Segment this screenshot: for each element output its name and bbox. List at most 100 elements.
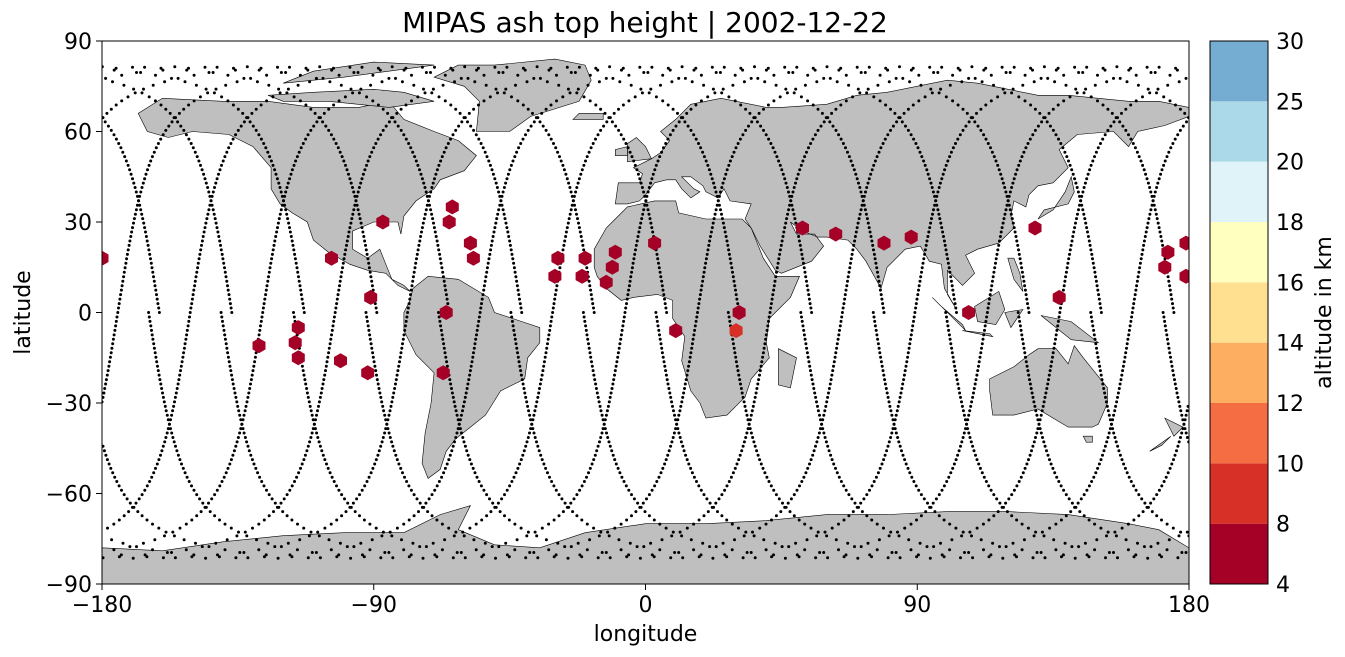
orbit-track-dot <box>358 514 361 518</box>
orbit-track-dot <box>946 257 950 261</box>
orbit-track-dot <box>564 172 568 176</box>
orbit-track-dot <box>422 181 426 185</box>
orbit-track-dot <box>774 493 778 497</box>
orbit-track-dot <box>132 181 136 185</box>
orbit-track-dot <box>321 453 325 457</box>
orbit-track-dot <box>440 266 444 270</box>
orbit-track-dot <box>267 83 271 87</box>
orbit-track-dot <box>546 471 549 475</box>
orbit-track-dot <box>809 142 813 145</box>
orbit-track-dot <box>874 261 878 265</box>
orbit-track-dot <box>818 551 822 554</box>
orbit-track-dot <box>797 518 801 522</box>
orbit-track-dot <box>441 337 445 341</box>
orbit-track-dot <box>708 545 712 549</box>
orbit-track-dot <box>359 87 363 91</box>
orbit-track-dot <box>602 124 606 128</box>
orbit-track-dot <box>1090 252 1094 256</box>
orbit-track-dot <box>882 311 886 314</box>
orbit-track-dot <box>443 73 447 77</box>
orbit-track-dot <box>676 111 679 115</box>
orbit-track-dot <box>634 243 638 247</box>
orbit-track-dot <box>460 120 464 124</box>
orbit-track-dot <box>1039 76 1043 80</box>
orbit-track-dot <box>1011 87 1015 91</box>
orbit-track-dot <box>278 186 282 189</box>
orbit-track-dot <box>412 493 416 497</box>
orbit-track-dot <box>850 497 854 501</box>
orbit-track-dot <box>1021 83 1025 87</box>
orbit-track-dot <box>491 172 495 176</box>
x-tick-label: −90 <box>351 593 397 618</box>
orbit-track-dot <box>1171 369 1175 373</box>
orbit-track-dot <box>1028 453 1032 457</box>
orbit-track-dot <box>190 555 194 559</box>
orbit-track-dot <box>713 212 717 216</box>
orbit-track-dot <box>223 266 226 270</box>
orbit-track-dot <box>661 355 665 359</box>
orbit-track-dot <box>1054 522 1058 526</box>
orbit-track-dot <box>896 530 899 534</box>
orbit-track-dot <box>879 146 883 150</box>
orbit-track-dot <box>284 208 288 212</box>
orbit-track-dot <box>332 315 336 319</box>
orbit-track-dot <box>992 155 996 159</box>
orbit-track-dot <box>922 257 926 261</box>
orbit-track-dot <box>174 444 177 448</box>
orbit-track-dot <box>187 319 191 323</box>
orbit-track-dot <box>121 279 125 283</box>
orbit-track-dot <box>167 124 171 128</box>
orbit-track-dot <box>355 194 359 198</box>
orbit-track-dot <box>977 364 980 368</box>
orbit-track-dot <box>616 466 620 470</box>
orbit-track-dot <box>663 462 667 466</box>
orbit-track-dot <box>230 311 234 314</box>
orbit-track-dot <box>973 120 977 124</box>
orbit-track-dot <box>418 168 421 172</box>
orbit-track-dot <box>680 400 684 404</box>
orbit-track-dot <box>800 315 803 319</box>
orbit-track-dot <box>434 235 438 238</box>
orbit-track-dot <box>429 208 433 212</box>
orbit-track-dot <box>532 551 536 554</box>
orbit-track-dot <box>1146 505 1150 509</box>
orbit-track-dot <box>442 150 446 154</box>
orbit-track-dot <box>585 266 589 270</box>
orbit-track-dot <box>805 279 808 283</box>
orbit-track-dot <box>493 65 497 69</box>
orbit-track-dot <box>725 239 729 243</box>
orbit-track-dot <box>963 551 966 554</box>
orbit-track-dot <box>1078 194 1081 198</box>
orbit-track-dot <box>219 248 223 252</box>
orbit-track-dot <box>1020 548 1024 552</box>
y-tick-label: −60 <box>46 483 92 508</box>
orbit-track-dot <box>384 427 388 431</box>
orbit-track-dot <box>949 279 953 283</box>
orbit-track-dot <box>495 217 499 221</box>
orbit-track-dot <box>824 116 828 120</box>
orbit-track-dot <box>627 99 631 103</box>
orbit-track-dot <box>431 87 435 91</box>
orbit-track-dot <box>154 146 158 150</box>
orbit-track-dot <box>1165 522 1169 526</box>
orbit-track-dot <box>416 248 420 252</box>
orbit-track-dot <box>165 551 169 554</box>
orbit-track-dot <box>1104 556 1107 560</box>
colorbar <box>1210 41 1268 584</box>
orbit-track-dot <box>1155 186 1159 189</box>
orbit-track-dot <box>145 484 149 488</box>
orbit-track-dot <box>1162 315 1166 319</box>
orbit-track-dot <box>1155 91 1158 95</box>
orbit-track-dot <box>1091 261 1095 265</box>
orbit-track-dot <box>642 71 646 74</box>
orbit-track-dot <box>739 387 743 390</box>
orbit-track-dot <box>388 436 392 439</box>
orbit-track-dot <box>192 288 196 292</box>
orbit-track-dot <box>948 83 952 87</box>
orbit-track-dot <box>608 65 612 69</box>
orbit-track-dot <box>977 462 981 466</box>
orbit-track-dot <box>1013 230 1017 234</box>
orbit-track-dot <box>471 355 475 359</box>
orbit-track-dot <box>513 522 517 526</box>
orbit-track-dot <box>572 194 576 198</box>
